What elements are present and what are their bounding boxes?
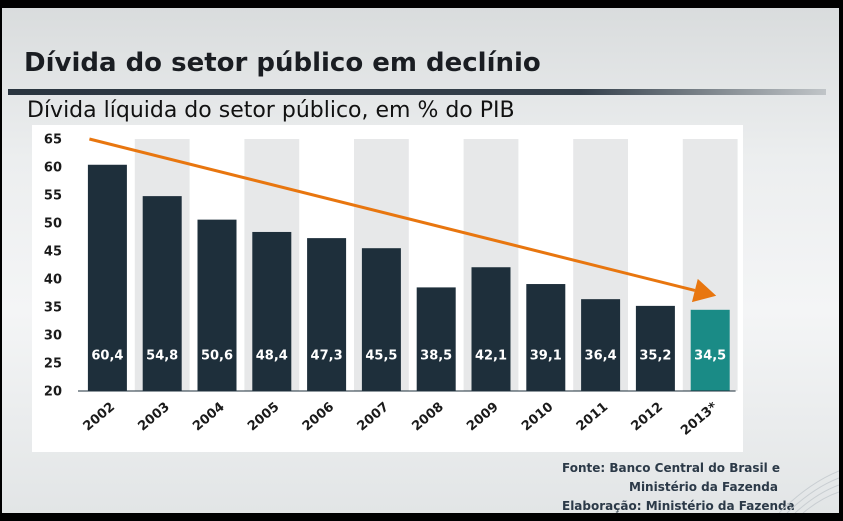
corner-decoration [779,470,839,513]
x-tick-label: 2012 [629,400,666,435]
bar-chart: 20 25 30 35 40 45 50 55 60 65 60,4 2002 54,8 2003 50,6… [44,133,738,439]
x-tick-label: 2007 [355,400,392,435]
y-tick-label: 65 [44,133,62,148]
source-line-1: Fonte: Banco Central do Brasil e [562,461,781,475]
bar-2004 [197,219,237,391]
source-note: Fonte: Banco Central do Brasil e Ministé… [562,459,802,513]
bar-2007 [361,248,401,391]
y-tick-label: 20 [44,385,62,400]
bar-value-label: 54,8 [146,349,178,364]
y-tick-label: 40 [44,273,62,288]
y-tick-label: 50 [44,217,62,232]
bar-value-label: 36,4 [585,349,617,364]
x-tick-label: 2013* [678,399,721,438]
bar-2002 [87,164,127,391]
slide: Dívida do setor público em declínio Dívi… [2,8,839,513]
y-tick-label: 55 [44,189,62,204]
source-line-3: Elaboração: Ministério da Fazenda [562,499,795,513]
trend-arrow-line [89,137,696,292]
bar-2008 [416,287,456,391]
x-tick-label: 2005 [245,400,282,435]
y-tick-label: 30 [44,329,62,344]
bar-value-label: 39,1 [530,349,562,364]
bar-2005 [252,231,292,391]
y-tick-label: 25 [44,357,62,372]
bar-value-label: 45,5 [365,349,397,364]
title-underline [8,89,826,95]
bar-value-label: 48,4 [256,349,288,364]
bar-2006 [307,238,347,391]
x-tick-label: 2010 [519,400,556,435]
x-tick-label: 2009 [464,400,501,435]
bar-value-label: 42,1 [475,349,507,364]
trend-arrowhead [691,278,717,303]
bar-value-label: 47,3 [311,349,343,364]
bar-value-label: 38,5 [420,349,452,364]
chart-subtitle: Dívida líquida do setor público, em % do… [27,98,515,123]
bar-2011 [581,299,621,391]
bar-2009 [471,267,511,391]
bar-2013* [690,309,730,391]
x-tick-label: 2004 [190,400,227,435]
bar-2010 [526,284,566,391]
y-tick-label: 60 [44,161,62,176]
bar-value-label: 34,5 [694,349,726,364]
x-tick-label: 2002 [81,400,118,435]
source-line-2: Ministério da Fazenda [629,480,778,494]
x-tick-label: 2006 [300,400,337,435]
y-tick-label: 45 [44,245,62,260]
slide-title: Dívida do setor público em declínio [24,48,541,78]
bar-2003 [142,196,182,391]
bar-value-label: 60,4 [91,349,123,364]
bar-value-label: 50,6 [201,349,233,364]
x-tick-label: 2008 [409,400,446,435]
bar-value-label: 35,2 [639,349,671,364]
bar-2012 [635,305,675,391]
y-tick-label: 35 [44,301,62,316]
x-tick-label: 2011 [574,400,611,435]
x-tick-label: 2003 [135,400,172,435]
